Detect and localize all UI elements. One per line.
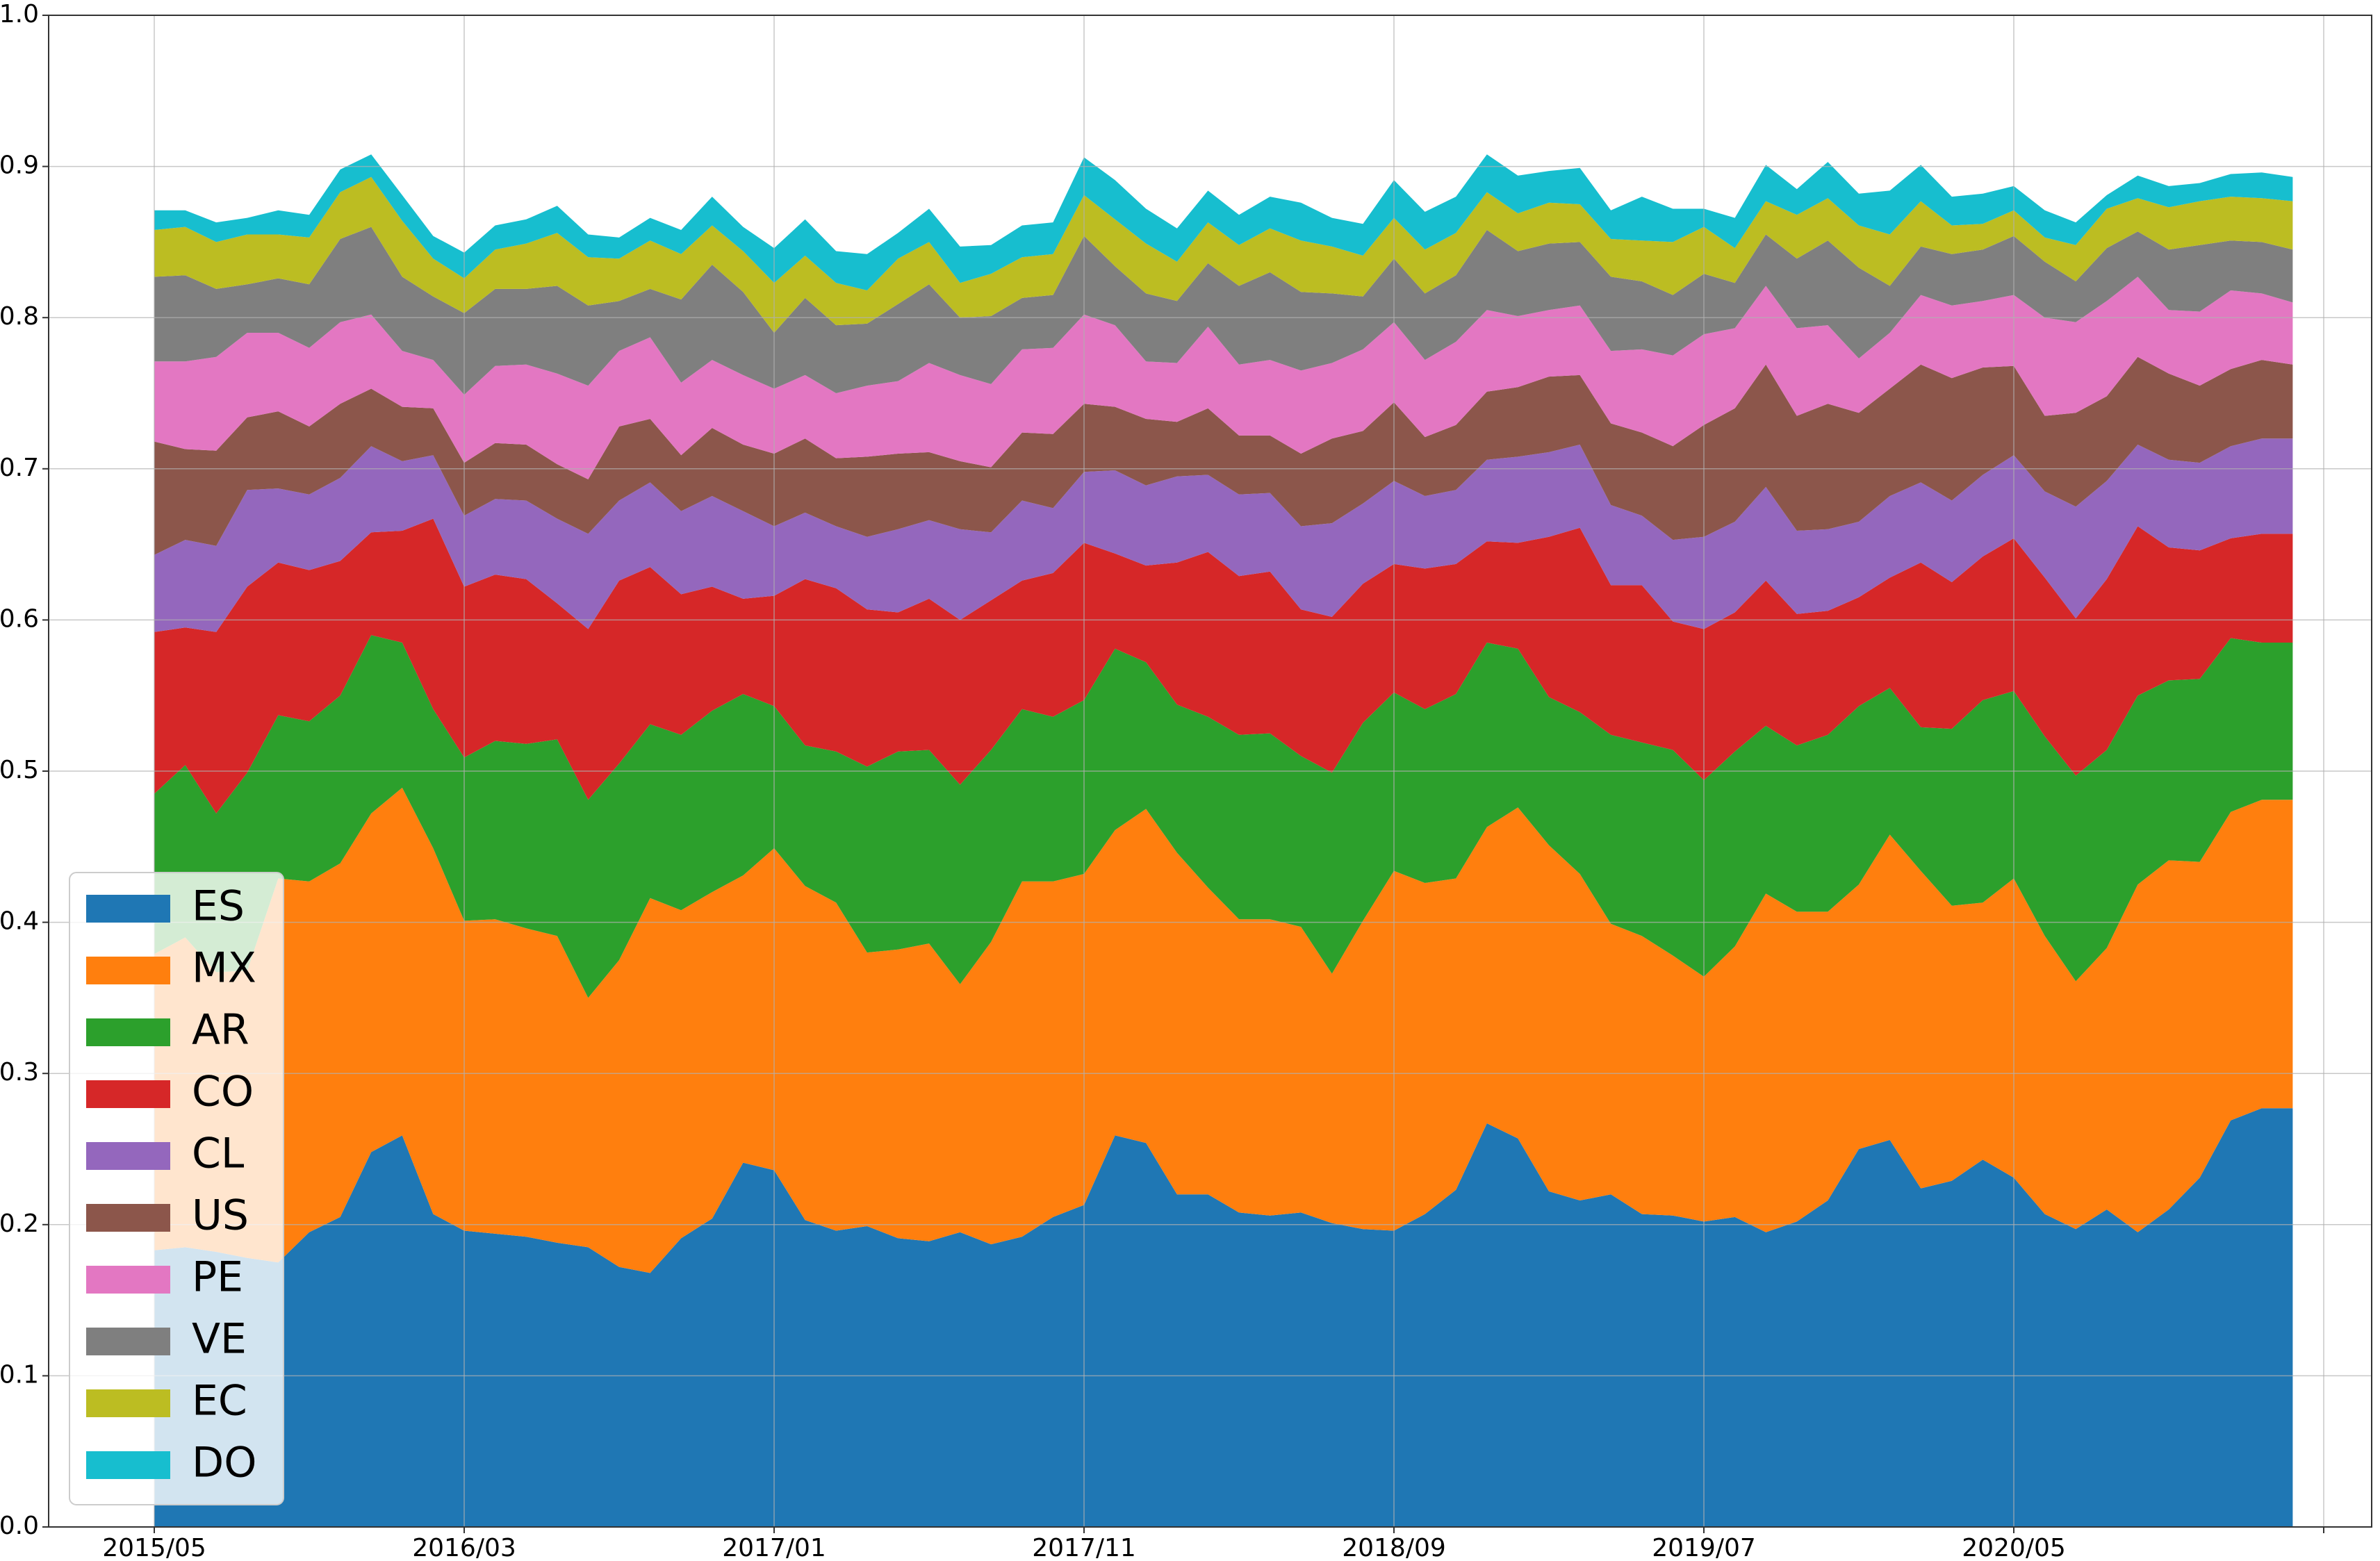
x-tick-label: 2017/01 xyxy=(722,1534,826,1558)
x-axis: 2015/05 2016/03 2017/01 2017/11 2018/09 2019/… xyxy=(102,1527,2324,1561)
legend-swatch-us xyxy=(86,1204,170,1232)
legend-label-do: DO xyxy=(192,1439,256,1487)
y-tick-label: 0.8 xyxy=(0,302,39,331)
area-ec xyxy=(154,176,2293,333)
legend-swatch-do xyxy=(86,1451,170,1479)
y-tick-label: 0.0 xyxy=(0,1512,39,1540)
area-do xyxy=(154,154,2293,290)
y-tick-label: 0.5 xyxy=(0,756,39,784)
y-axis: 0.0 0.1 0.2 0.3 0.4 0.5 0.6 0.7 0.8 0.9 1.0 xyxy=(0,0,49,1540)
legend-swatch-ve xyxy=(86,1328,170,1355)
x-tick-label: 2016/03 xyxy=(412,1534,516,1558)
legend-label-mx: MX xyxy=(192,944,256,993)
x-tick-label: 2020/05 xyxy=(1962,1534,2066,1558)
legend-label-pe: PE xyxy=(192,1253,243,1302)
x-tick-label: 2015/05 xyxy=(102,1534,206,1558)
area-cl xyxy=(154,438,2293,632)
legend-swatch-cl xyxy=(86,1142,170,1170)
y-tick-label: 0.7 xyxy=(0,454,39,482)
area-co xyxy=(154,518,2293,813)
area-ve xyxy=(154,226,2293,395)
x-tick-label: 2018/09 xyxy=(1342,1534,1446,1558)
x-tick-label: 2017/11 xyxy=(1032,1534,1136,1558)
areas-layer xyxy=(154,154,2293,1527)
area-us xyxy=(154,356,2293,555)
legend-swatch-pe xyxy=(86,1266,170,1294)
legend-label-ec: EC xyxy=(192,1377,247,1426)
area-mx xyxy=(154,787,2293,1273)
y-tick-label: 0.9 xyxy=(0,151,39,180)
legend-label-cl: CL xyxy=(192,1130,245,1178)
legend-label-ar: AR xyxy=(192,1006,249,1055)
y-tick-label: 0.6 xyxy=(0,604,39,633)
legend-swatch-co xyxy=(86,1080,170,1108)
y-tick-label: 1.0 xyxy=(0,0,39,28)
legend-swatch-mx xyxy=(86,957,170,984)
legend-swatch-ec xyxy=(86,1389,170,1417)
legend-label-co: CO xyxy=(192,1068,254,1116)
legend: ES MX AR CO CL US PE VE EC DO xyxy=(69,872,284,1505)
legend-swatch-ar xyxy=(86,1018,170,1046)
legend-label-us: US xyxy=(192,1191,249,1240)
y-tick-label: 0.3 xyxy=(0,1058,39,1087)
y-tick-label: 0.2 xyxy=(0,1209,39,1238)
legend-swatch-es xyxy=(86,895,170,923)
legend-label-ve: VE xyxy=(192,1315,247,1364)
area-ar xyxy=(154,635,2293,998)
legend-label-es: ES xyxy=(192,882,245,931)
x-tick-label: 2019/07 xyxy=(1652,1534,1756,1558)
area-pe xyxy=(154,276,2293,479)
area-es xyxy=(154,1108,2293,1527)
y-tick-label: 0.4 xyxy=(0,907,39,936)
y-tick-label: 0.1 xyxy=(0,1360,39,1389)
